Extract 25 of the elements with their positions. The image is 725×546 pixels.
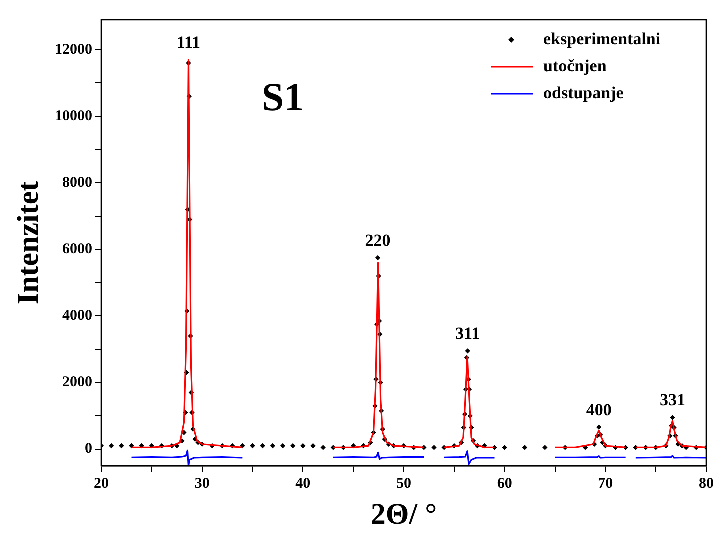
- y-axis-title: Intenzitet: [12, 181, 45, 305]
- annotation: S1: [262, 74, 304, 120]
- x-axis-title: 2Θ/ °: [370, 498, 438, 531]
- y-tick-label: 12000: [55, 42, 92, 58]
- y-tick-label: 10000: [55, 108, 92, 124]
- annotation: 311: [456, 324, 480, 344]
- annotation: 400: [586, 400, 612, 420]
- x-tick-label: 80: [699, 476, 714, 492]
- legend-label: utočnjen: [544, 56, 608, 76]
- x-tick-label: 30: [194, 476, 210, 492]
- x-tick-label: 60: [497, 476, 512, 492]
- annotation: 111: [176, 32, 201, 52]
- legend-label: odstupanje: [544, 83, 624, 102]
- y-tick-label: 8000: [62, 174, 92, 191]
- y-tick-label: 4000: [62, 308, 92, 324]
- legend-label: eksperimentalni: [544, 29, 661, 48]
- annotation: 331: [660, 390, 686, 410]
- x-tick-label: 20: [94, 476, 109, 492]
- y-tick-label: 6000: [62, 242, 92, 258]
- y-tick-label: 0: [85, 441, 92, 458]
- annotation: 220: [365, 230, 391, 250]
- y-tick-label: 2000: [62, 374, 92, 391]
- x-tick-label: 70: [598, 476, 614, 492]
- x-tick-label: 40: [296, 476, 311, 492]
- x-tick-label: 50: [396, 476, 412, 492]
